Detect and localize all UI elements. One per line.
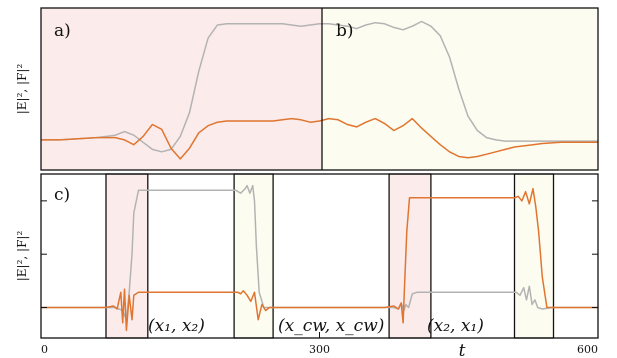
- top-series-group: [41, 20, 598, 160]
- x-axis-label: t: [459, 341, 466, 358]
- panel-label-a: a): [54, 21, 71, 41]
- box-label-2: (x_cw, x_cw): [278, 316, 384, 336]
- x-tick-group: 0 300 600: [40, 332, 599, 356]
- top-panel-frame: [40, 7, 599, 171]
- panel-label-b: b): [336, 21, 354, 41]
- top-series-1: [41, 20, 598, 153]
- box-label-3: (x₂, x₁): [427, 316, 484, 336]
- box-label-1: (x₁, x₂): [148, 316, 205, 336]
- panel-a-shading: [41, 8, 322, 170]
- x-tick-label-600: 600: [577, 343, 598, 356]
- bottom-series-group: [41, 184, 598, 332]
- bottom-panel: 0 300 600 c) |E|², |F|² (x₁, x₂) (x_cw, x_…: [15, 173, 599, 358]
- top-panel: a) b) |E|², |F|²: [15, 7, 599, 171]
- x-tick-label-0: 0: [41, 343, 48, 356]
- panel-label-c: c): [54, 185, 70, 205]
- x-tick-label-300: 300: [309, 343, 330, 356]
- y-tick-group: [41, 200, 598, 309]
- panel-b-shading: [322, 8, 598, 170]
- box-group: [105, 173, 555, 339]
- bottom-series-2: [41, 187, 598, 332]
- top-y-axis-label: |E|², |F|²: [15, 64, 29, 115]
- top-series-2: [41, 117, 598, 160]
- bottom-y-axis-label: |E|², |F|²: [15, 231, 29, 282]
- region-box-3: [388, 173, 432, 339]
